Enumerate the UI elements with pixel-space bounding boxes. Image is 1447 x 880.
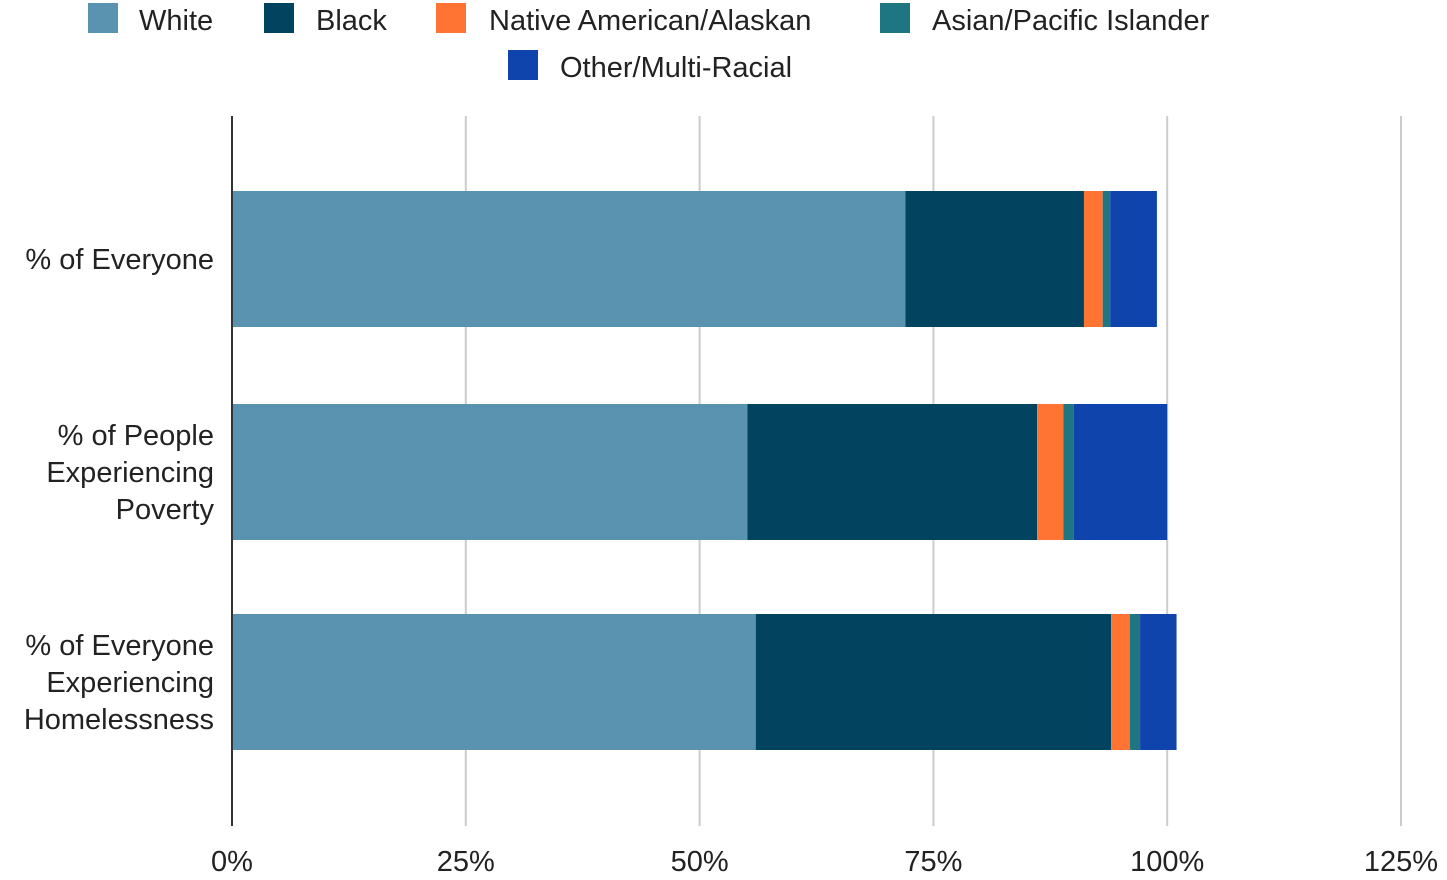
bar-asian-pacific-islander-2	[1063, 404, 1074, 540]
bar-native-american-alaskan-3	[1111, 614, 1130, 750]
category-label-line: Experiencing	[46, 457, 214, 489]
legend-swatch-native-american-alaskan	[436, 3, 466, 33]
category-label-line: Poverty	[116, 494, 215, 526]
x-tick-label-75: 75%	[904, 846, 962, 878]
x-tick-label-25: 25%	[437, 846, 495, 878]
bars	[232, 191, 1177, 750]
bar-white-2	[232, 404, 748, 540]
x-tick-label-100: 100%	[1130, 846, 1204, 878]
category-label-2: % of People Experiencing Poverty	[46, 420, 214, 526]
legend-swatch-black	[264, 3, 294, 33]
bar-black-2	[747, 404, 1038, 540]
bar-black-1	[905, 191, 1084, 327]
bar-other-multi-racial-3	[1140, 614, 1177, 750]
bar-white-1	[232, 191, 906, 327]
bar-native-american-alaskan-2	[1037, 404, 1064, 540]
bar-other-multi-racial-1	[1110, 191, 1157, 327]
legend-label-native-american-alaskan: Native American/Alaskan	[489, 5, 811, 37]
category-label-line: Homelessness	[24, 704, 214, 736]
legend-swatch-asian-pacific-islander	[880, 3, 910, 33]
bar-asian-pacific-islander-3	[1129, 614, 1141, 750]
legend-swatch-white	[88, 3, 118, 33]
legend-label-other-multi-racial: Other/Multi-Racial	[560, 52, 792, 84]
bar-other-multi-racial-2	[1073, 404, 1168, 540]
bar-white-3	[232, 614, 756, 750]
bar-asian-pacific-islander-1	[1102, 191, 1111, 327]
legend-label-white: White	[139, 5, 213, 37]
category-label-line: % of Everyone	[25, 630, 214, 662]
bar-black-3	[755, 614, 1112, 750]
category-label-3: % of Everyone Experiencing Homelessness	[24, 630, 214, 736]
legend-label-asian-pacific-islander: Asian/Pacific Islander	[932, 5, 1210, 37]
category-label-1: % of Everyone	[25, 244, 214, 276]
legend-swatch-other-multi-racial	[508, 50, 538, 80]
category-label-line: % of Everyone	[25, 244, 214, 276]
x-tick-labels: 0% 25% 50% 75% 100% 125%	[211, 846, 1438, 878]
x-tick-label-125: 125%	[1364, 846, 1438, 878]
legend-label-black: Black	[316, 5, 387, 37]
category-label-line: % of People	[58, 420, 214, 452]
category-labels: % of Everyone % of People Experiencing Pove…	[24, 244, 215, 736]
legend: White Black Native American/Alaskan Asian/P…	[88, 3, 1210, 84]
x-tick-label-0: 0%	[211, 846, 253, 878]
category-label-line: Experiencing	[46, 667, 214, 699]
x-tick-label-50: 50%	[671, 846, 729, 878]
bar-native-american-alaskan-1	[1083, 191, 1103, 327]
